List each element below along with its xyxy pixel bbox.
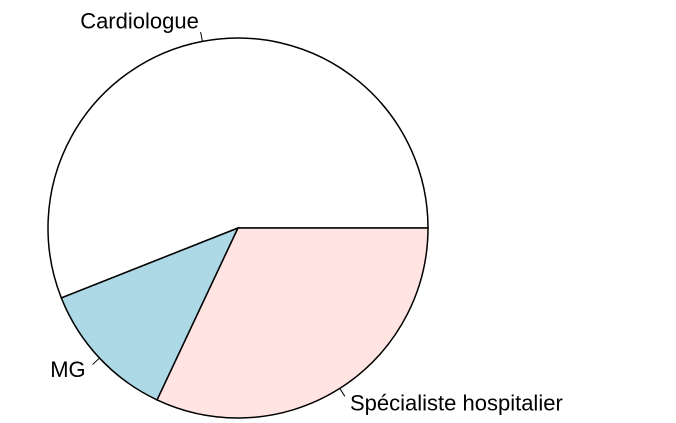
label-leader (339, 388, 346, 397)
pie-slice (60, 226, 240, 401)
pie-slice (156, 227, 429, 419)
slice-label: Cardiologue (80, 9, 199, 34)
label-leader (92, 357, 100, 365)
slice-label: MG (50, 357, 85, 382)
pie-slice (47, 37, 429, 299)
label-leader (200, 31, 203, 42)
slice-label: Spécialiste hospitalier (350, 390, 563, 415)
